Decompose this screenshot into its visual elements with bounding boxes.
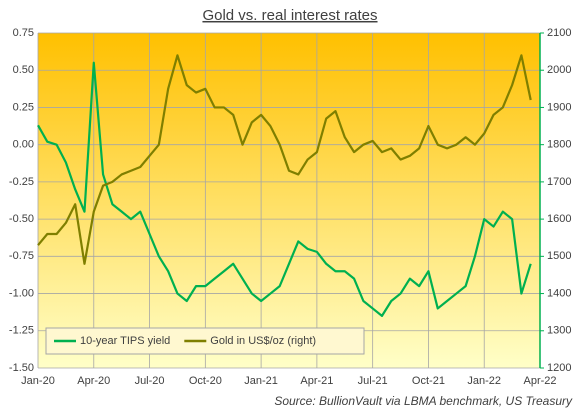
x-tick-label: Jan-22	[467, 375, 501, 387]
y-tick-label: -1.00	[9, 287, 34, 299]
series-line	[37, 61, 532, 317]
x-tick-label: Jul-20	[135, 375, 165, 387]
y-tick-label: -0.50	[9, 213, 34, 225]
y2-tick-label: 1700	[547, 176, 571, 188]
x-tick-label: Apr-21	[300, 375, 333, 387]
y-tick-label: -0.25	[9, 176, 34, 188]
y-tick-label: -0.75	[9, 250, 34, 262]
y-tick-label: 0.25	[13, 101, 34, 113]
y2-tick-label: 1500	[547, 250, 571, 262]
y2-tick-label: 2100	[547, 27, 571, 39]
y2-tick-label: 1900	[547, 101, 571, 113]
x-tick-label: Jan-20	[21, 375, 55, 387]
y2-tick-label: 1300	[547, 325, 571, 337]
legend-label: Gold in US$/oz (right)	[210, 335, 316, 347]
y-tick-label: -1.25	[9, 325, 34, 337]
y2-tick-label: 1600	[547, 213, 571, 225]
x-tick-label: Oct-21	[412, 375, 445, 387]
legend-label: 10-year TIPS yield	[80, 335, 170, 347]
y2-tick-label: 1800	[547, 139, 571, 151]
plot-area	[38, 33, 540, 368]
y-tick-label: 0.50	[13, 64, 34, 76]
y2-tick-label: 1200	[547, 362, 571, 374]
y-tick-label: -1.50	[9, 362, 34, 374]
x-tick-label: Apr-20	[77, 375, 110, 387]
source-note: Source: BullionVault via LBMA benchmark,…	[274, 394, 573, 408]
chart-title: Gold vs. real interest rates	[202, 7, 377, 24]
y2-tick-label: 1400	[547, 287, 571, 299]
x-tick-label: Oct-20	[189, 375, 222, 387]
y2-tick-label: 2000	[547, 64, 571, 76]
series-line	[37, 54, 532, 265]
y-tick-label: 0.75	[13, 27, 34, 39]
x-tick-label: Jul-21	[358, 375, 388, 387]
y-tick-label: 0.00	[13, 139, 34, 151]
x-tick-label: Jan-21	[244, 375, 278, 387]
x-tick-label: Apr-22	[523, 375, 556, 387]
